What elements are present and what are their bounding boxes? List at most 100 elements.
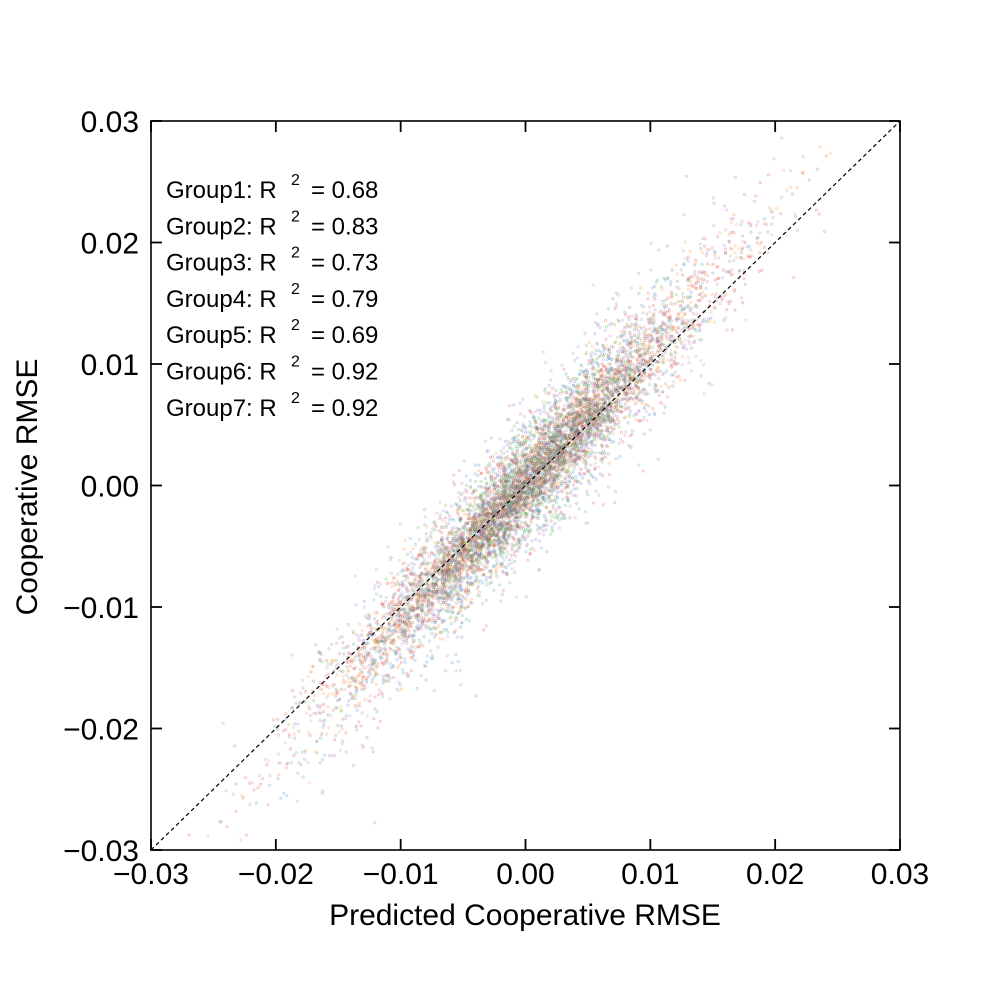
point-group1 <box>627 367 631 371</box>
point-group1 <box>474 529 478 533</box>
point-group1 <box>652 285 656 289</box>
point-group1 <box>453 561 457 565</box>
point-group1 <box>541 524 545 528</box>
point-group1 <box>602 352 606 356</box>
point-group1 <box>451 526 455 530</box>
point-group1 <box>541 420 545 424</box>
point-group1 <box>469 559 473 563</box>
point-group1 <box>521 533 525 537</box>
point-group1 <box>457 586 461 590</box>
point-group1 <box>354 690 358 694</box>
point-group1 <box>545 462 549 466</box>
point-group1 <box>431 582 435 586</box>
point-group1 <box>450 590 454 594</box>
point-group1 <box>473 531 477 535</box>
point-group1 <box>544 528 548 532</box>
point-group1 <box>438 631 443 635</box>
point-group1 <box>531 467 535 471</box>
point-group1 <box>531 487 535 491</box>
point-group1 <box>492 483 496 488</box>
point-group1 <box>365 736 369 740</box>
point-group1 <box>547 500 551 504</box>
point-group1 <box>675 285 679 289</box>
point-group1 <box>392 627 396 631</box>
point-group1 <box>712 201 716 205</box>
point-group1 <box>639 362 643 366</box>
point-group1 <box>487 544 491 548</box>
point-group1 <box>441 619 445 623</box>
point-group1 <box>459 519 463 523</box>
point-group1 <box>425 660 429 664</box>
point-group1 <box>675 317 679 321</box>
point-group1 <box>412 628 416 633</box>
point-group1 <box>473 515 477 519</box>
point-group1 <box>531 515 535 519</box>
point-group1 <box>530 473 534 477</box>
point-group1 <box>448 585 452 589</box>
point-group1 <box>395 603 399 607</box>
point-group1 <box>518 470 522 474</box>
point-group1 <box>567 402 571 407</box>
point-group1 <box>535 446 540 450</box>
point-group1 <box>466 574 470 578</box>
point-group1 <box>627 386 631 390</box>
point-group1 <box>355 708 359 712</box>
point-group1 <box>594 477 598 481</box>
point-group1 <box>595 402 599 406</box>
point-group1 <box>651 336 655 341</box>
point-group1 <box>658 330 662 334</box>
point-group1 <box>458 518 462 522</box>
point-group1 <box>502 507 506 512</box>
point-group1 <box>638 341 642 345</box>
point-group1 <box>629 335 633 340</box>
point-group1 <box>630 386 634 390</box>
point-group1 <box>462 596 467 600</box>
point-group1 <box>583 331 587 335</box>
point-group1 <box>538 509 542 513</box>
point-group1 <box>543 473 547 477</box>
point-group1 <box>453 565 457 569</box>
point-group1 <box>478 547 482 551</box>
point-group1 <box>450 517 454 521</box>
point-group1 <box>577 391 581 395</box>
point-group1 <box>657 248 661 252</box>
point-group1 <box>338 697 342 701</box>
point-group1 <box>514 499 518 503</box>
point-group1 <box>487 500 491 504</box>
point-group1 <box>549 471 553 475</box>
point-group1 <box>727 259 731 263</box>
point-group1 <box>459 625 463 629</box>
point-group1 <box>612 380 616 384</box>
point-group1 <box>372 660 377 664</box>
point-group1 <box>411 633 415 637</box>
point-group1 <box>516 470 520 474</box>
point-group1 <box>660 390 664 394</box>
point-group1 <box>596 407 600 411</box>
point-group1 <box>530 433 534 437</box>
point-group1 <box>583 438 587 442</box>
point-group1 <box>475 576 479 580</box>
point-group1 <box>542 523 546 527</box>
point-group1 <box>480 510 484 514</box>
point-group1 <box>432 688 436 693</box>
point-group1 <box>427 590 431 594</box>
point-group1 <box>278 761 282 765</box>
point-group1 <box>323 718 327 722</box>
point-group1 <box>417 599 421 603</box>
point-group1 <box>579 442 583 446</box>
point-group1 <box>632 328 636 332</box>
point-group1 <box>578 372 582 376</box>
point-group1 <box>569 378 574 382</box>
point-group1 <box>344 714 348 718</box>
point-group1 <box>675 279 680 283</box>
point-group1 <box>693 327 697 331</box>
scatter-points <box>187 136 833 842</box>
point-group1 <box>541 494 545 498</box>
point-group1 <box>522 471 527 475</box>
point-group1 <box>481 500 485 504</box>
point-group1 <box>427 605 431 609</box>
point-group1 <box>607 452 611 456</box>
point-group1 <box>527 491 531 495</box>
point-group1 <box>598 472 602 476</box>
point-group1 <box>537 526 541 531</box>
